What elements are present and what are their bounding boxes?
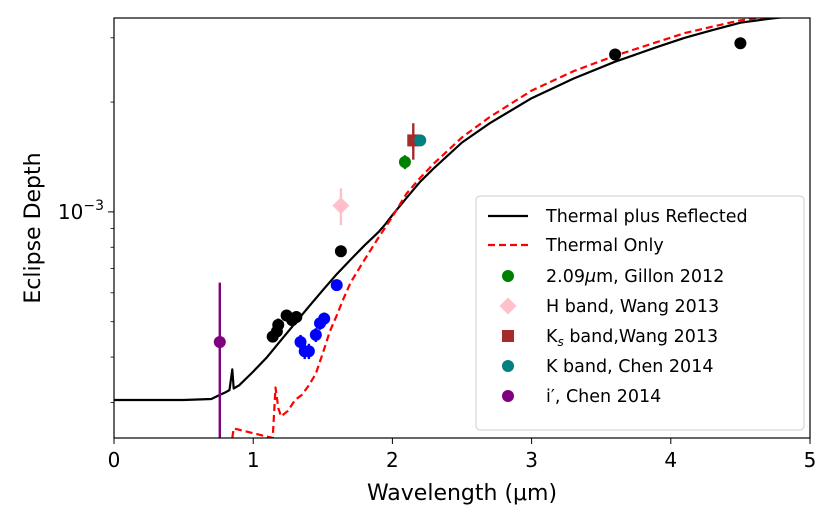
legend-marker-gillon-2012 (502, 270, 514, 282)
legend-label-thermal-plus-reflected: Thermal plus Reflected (545, 207, 748, 227)
data-point (398, 156, 411, 169)
legend-label-k-band-chen: K band, Chen 2014 (546, 357, 713, 377)
legend-gillon-part-3: m, Gillon 2012 (596, 267, 724, 287)
legend-gillon-part-1: 2.09 (546, 267, 585, 287)
data-point (318, 312, 331, 325)
legend-box (475, 195, 805, 431)
legend-ks-part-1: K (546, 327, 558, 347)
x-axis-label: Wavelength (μm) (367, 481, 557, 506)
x-tick-label: 2 (386, 448, 399, 472)
legend-marker-ks-band-wang (502, 330, 514, 342)
legend-gillon-part-2: μ (584, 267, 596, 287)
data-point (302, 345, 315, 358)
thermal-only-line (231, 18, 771, 438)
y-axis-label: Eclipse Depth (21, 152, 46, 303)
data-point-diamond (332, 197, 350, 215)
y-tick-exponent: −3 (83, 198, 104, 214)
plot-frame (113, 17, 811, 439)
data-point (609, 48, 622, 61)
data-point (330, 279, 343, 292)
x-tick-label: 3 (525, 448, 538, 472)
data-point (334, 245, 347, 258)
x-tick-label: 0 (108, 448, 121, 472)
legend-label-gillon-2012: 2.09μm, Gillon 2012 (546, 267, 724, 287)
legend-label-ks-band-wang: Ks band,Wang 2013 (546, 327, 718, 349)
data-point (734, 37, 747, 50)
x-tick-label: 5 (804, 448, 817, 472)
x-tick-label: 1 (247, 448, 260, 472)
y-major-tick-label: 10−3 (58, 198, 104, 224)
data-point (290, 311, 303, 324)
y-tick-base: 10 (58, 200, 83, 224)
legend-label-thermal-only: Thermal Only (545, 236, 664, 256)
data-point (213, 335, 226, 348)
legend-marker-k-band-chen (502, 360, 514, 372)
legend-label-h-band-wang: H band, Wang 2013 (546, 297, 719, 317)
legend-label-i-prime-chen: i′, Chen 2014 (546, 387, 661, 407)
x-tick-label: 4 (664, 448, 677, 472)
legend-ks-part-2: s (557, 335, 563, 349)
legend-ks-part-3: band,Wang 2013 (564, 327, 718, 347)
data-point (414, 134, 427, 147)
thermal-plus-reflected-line (114, 18, 786, 402)
legend: Thermal plus Reflected Thermal Only 2.09… (475, 195, 805, 431)
data-point (309, 328, 322, 341)
legend-marker-i-prime-chen (502, 390, 514, 402)
data-point (272, 318, 285, 331)
